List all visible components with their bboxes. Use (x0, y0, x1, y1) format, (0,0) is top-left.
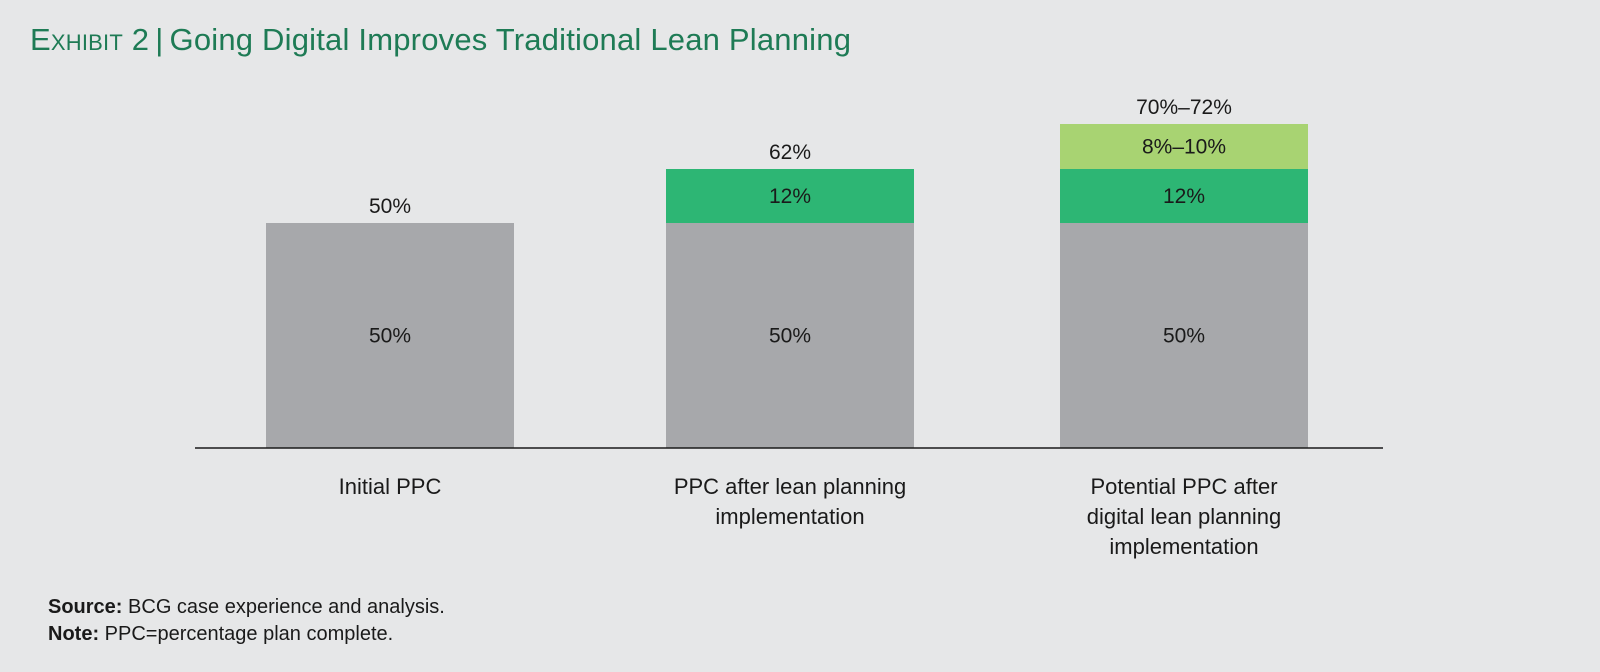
category-label: Potential PPC after (1090, 474, 1277, 499)
title-text: Going Digital Improves Traditional Lean … (169, 22, 852, 57)
chart-title: Exhibit 2 | Going Digital Improves Traditi… (30, 22, 851, 58)
segment-label: 50% (1163, 325, 1205, 348)
category-label: implementation (1109, 534, 1258, 559)
bar-segment (666, 223, 914, 448)
total-label: 50% (369, 195, 411, 218)
note-text: PPC=percentage plan complete. (104, 623, 394, 645)
source-line: Source: BCG case experience and analysis… (48, 594, 445, 621)
total-label: 70%–72% (1136, 96, 1232, 119)
note-label: Note: (48, 623, 100, 645)
total-label: 62% (769, 141, 811, 164)
segment-label: 12% (1163, 185, 1205, 208)
bar-segment (1060, 223, 1308, 448)
bar-segment (266, 223, 514, 448)
category-label: implementation (715, 504, 864, 529)
category-label: digital lean planning (1087, 504, 1282, 529)
footnotes: Source: BCG case experience and analysis… (48, 594, 445, 648)
segment-label: 50% (369, 325, 411, 348)
bar-segment (1060, 169, 1308, 223)
exhibit-label: Exhibit 2 (30, 22, 150, 57)
title-separator: | (155, 22, 164, 57)
source-text: BCG case experience and analysis. (128, 596, 445, 618)
bar-segment (1060, 124, 1308, 169)
source-label: Source: (48, 596, 123, 618)
category-label: PPC after lean planning (674, 474, 906, 499)
segment-label: 8%–10% (1142, 136, 1226, 159)
segment-label: 50% (769, 325, 811, 348)
bar-segment (666, 169, 914, 223)
segment-label: 12% (769, 185, 811, 208)
note-line: Note: PPC=percentage plan complete. (48, 621, 445, 648)
category-label: Initial PPC (339, 474, 442, 499)
